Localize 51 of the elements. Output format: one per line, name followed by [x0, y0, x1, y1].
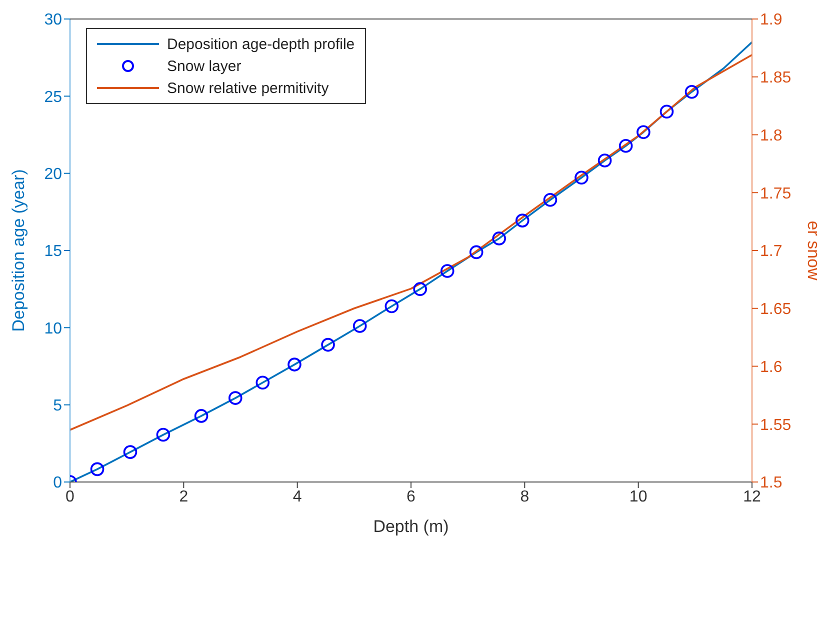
- point: [636, 125, 650, 140]
- y-tick-label: 5: [53, 398, 62, 415]
- point: [660, 104, 674, 118]
- point: [321, 338, 335, 352]
- y2-axis-title: er snow: [804, 220, 823, 281]
- x-tick-label: 6: [406, 488, 416, 506]
- y2-tick-label: 1.5: [760, 474, 782, 492]
- point: [492, 232, 506, 246]
- point: [228, 391, 242, 405]
- x-tick-label: 10: [629, 488, 648, 506]
- y-tick-label: 30: [44, 12, 62, 29]
- y2-tick-label: 1.7: [760, 243, 782, 260]
- x-tick-label: 4: [292, 488, 302, 506]
- y-tick-label: 0: [53, 474, 62, 492]
- point: [598, 154, 612, 168]
- y2-tick-label: 1.55: [760, 416, 792, 434]
- x-tick-label: 0: [66, 488, 75, 506]
- y-tick-label: 25: [44, 88, 62, 106]
- point: [413, 282, 427, 296]
- point: [123, 445, 138, 459]
- point: [440, 264, 454, 278]
- point: [352, 319, 367, 333]
- y2-tick-label: 1.65: [760, 301, 792, 318]
- y-tick-label: 20: [44, 166, 62, 184]
- y-tick-label: 15: [44, 243, 62, 260]
- point: [90, 462, 104, 476]
- point: [288, 358, 302, 372]
- x-tick-label: 12: [743, 488, 761, 506]
- legend-label: Snow layer: [167, 58, 242, 74]
- point: [543, 192, 558, 207]
- point: [515, 214, 530, 228]
- legend-label: Snow relative permitivity: [167, 80, 329, 96]
- point: [618, 138, 633, 153]
- y-axis-title: Deposition age (year): [9, 169, 28, 332]
- x-tick-label: 8: [520, 488, 530, 506]
- point: [684, 84, 699, 99]
- y2-tick-label: 1.85: [760, 70, 792, 87]
- point: [574, 170, 588, 185]
- y2-tick-label: 1.6: [760, 358, 782, 376]
- point: [384, 299, 399, 314]
- point: [256, 376, 270, 390]
- legend-label: Deposition age-depth profile: [167, 36, 355, 52]
- point: [469, 245, 484, 260]
- point: [194, 409, 208, 423]
- point: [156, 428, 170, 442]
- y2-tick-label: 1.75: [760, 185, 792, 202]
- y2-tick-label: 1.9: [760, 12, 782, 29]
- y-tick-label: 10: [44, 320, 62, 338]
- x-tick-label: 2: [179, 488, 188, 506]
- y2-tick-label: 1.8: [760, 127, 782, 144]
- x-axis-title: Depth (m): [373, 517, 449, 536]
